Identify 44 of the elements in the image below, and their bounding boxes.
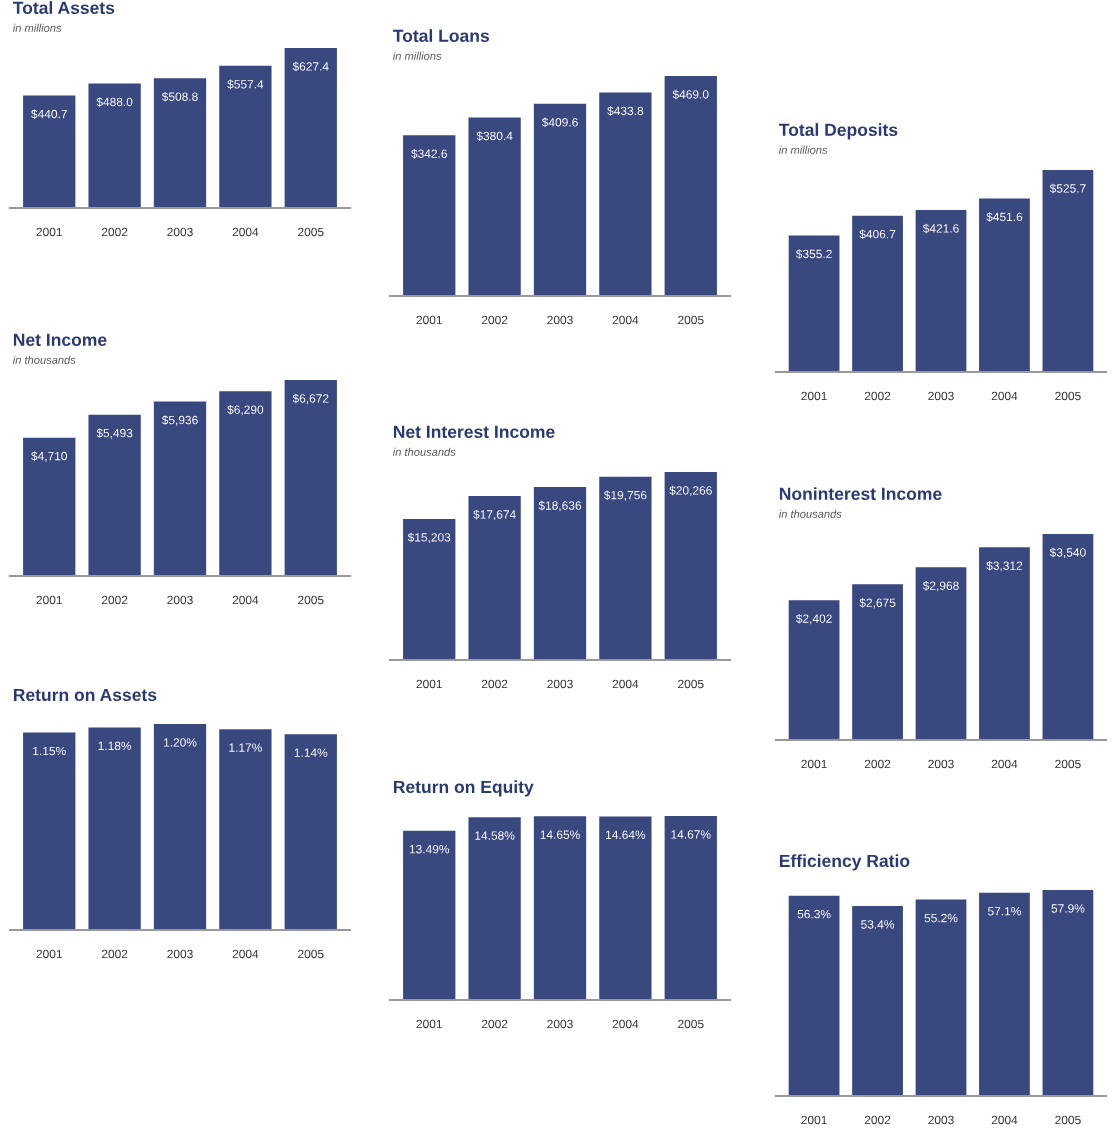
chart-title: Net Interest Income <box>393 425 555 438</box>
bar <box>533 487 587 660</box>
bar <box>788 600 840 740</box>
chart-title: Net Income <box>13 333 107 346</box>
bar <box>219 391 272 576</box>
bar <box>599 92 652 296</box>
bar <box>979 198 1030 372</box>
chart-title: Total Loans <box>392 29 489 42</box>
chart-title: Total Assets <box>12 1 115 14</box>
bar <box>23 437 76 576</box>
bar <box>23 95 76 208</box>
chart-title: Return on Equity <box>393 780 534 797</box>
bar <box>468 496 521 660</box>
bar <box>403 135 456 296</box>
bar <box>284 48 337 208</box>
bar <box>599 476 652 660</box>
bar <box>979 547 1030 740</box>
bar <box>788 235 840 372</box>
bar <box>403 518 456 660</box>
bar <box>533 816 587 1000</box>
bar <box>88 414 141 576</box>
chart-title: Noninterest Income <box>779 487 942 500</box>
chart-title: Return on Assets <box>13 688 157 702</box>
bar <box>468 817 521 1000</box>
bar <box>852 584 903 740</box>
bar <box>664 472 717 660</box>
bar <box>219 65 272 208</box>
bar <box>1042 534 1094 740</box>
bar <box>468 117 521 296</box>
bar <box>1042 170 1094 372</box>
bar <box>533 103 587 296</box>
bar <box>664 816 717 1000</box>
bar <box>852 215 903 372</box>
bar <box>153 78 207 208</box>
bar <box>403 830 456 1000</box>
bar <box>599 816 652 1000</box>
chart-title: Total Deposits <box>778 123 898 140</box>
chart-title: Efficiency Ratio <box>779 854 910 871</box>
bar <box>915 567 967 740</box>
bar <box>664 76 717 296</box>
bar <box>284 380 337 576</box>
bar <box>153 401 207 576</box>
bar <box>88 83 141 208</box>
bar <box>915 210 967 372</box>
